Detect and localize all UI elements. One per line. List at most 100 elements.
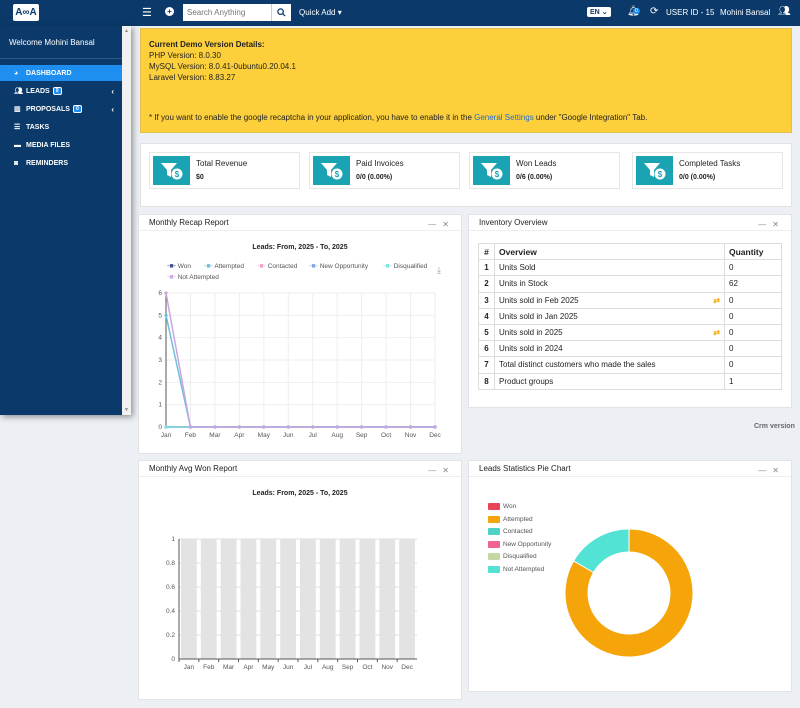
crm-version-text: Crm version bbox=[754, 423, 795, 430]
language-select[interactable]: EN ⌄ bbox=[587, 7, 611, 17]
legend-item[interactable]: Won bbox=[488, 503, 516, 510]
legend-item[interactable]: Attempted bbox=[488, 515, 533, 523]
row-number: 7 bbox=[478, 356, 495, 374]
legend-item[interactable]: -■- Won bbox=[167, 263, 191, 270]
users-icon[interactable]: 👥︎ bbox=[778, 6, 791, 17]
legend-item[interactable]: -■- Attempted bbox=[204, 263, 244, 270]
line-chart-legend: -■- Won -■- Attempted -■- Contacted -■- New… bbox=[139, 215, 463, 455]
stat-value: 0/6 (0.00%) bbox=[516, 174, 553, 181]
panel-header: Inventory Overview —✕ bbox=[469, 215, 791, 231]
data-point[interactable] bbox=[188, 425, 193, 429]
data-point[interactable] bbox=[213, 425, 217, 429]
bar[interactable] bbox=[260, 539, 277, 659]
bar[interactable] bbox=[181, 539, 197, 659]
sidebar-item-dashboard[interactable]: ◕ DASHBOARD bbox=[0, 65, 122, 81]
stat-card-completed-tasks[interactable]: $ Completed Tasks 0/0 (0.00%) bbox=[632, 152, 783, 189]
bar[interactable] bbox=[399, 539, 415, 659]
sidebar-scrollbar[interactable]: ▲ ▼ bbox=[122, 26, 131, 415]
menu-toggle-icon[interactable]: ☰ bbox=[142, 7, 152, 19]
stat-value: $0 bbox=[196, 174, 204, 181]
stat-label: Completed Tasks bbox=[679, 159, 741, 168]
row-label: Units sold in Jan 2025 bbox=[499, 311, 578, 321]
data-point[interactable] bbox=[164, 291, 168, 295]
data-point[interactable] bbox=[335, 425, 339, 429]
stat-card-paid-invoices[interactable]: $ Paid Invoices 0/0 (0.00%) bbox=[309, 152, 460, 189]
close-icon[interactable]: ✕ bbox=[442, 220, 455, 229]
row-quantity: 1 bbox=[724, 372, 782, 390]
bar[interactable] bbox=[379, 539, 396, 659]
sidebar-item-media-files[interactable]: ▬ MEDIA FILES bbox=[0, 137, 122, 153]
x-tick-label: Sep bbox=[342, 664, 354, 671]
close-icon[interactable]: ✕ bbox=[442, 466, 455, 475]
panel-title: Leads Statistics Pie Chart bbox=[479, 464, 571, 473]
row-quantity: 0 bbox=[724, 323, 782, 342]
chevron-left-icon: ‹ bbox=[111, 104, 114, 114]
user-name[interactable]: Mohini Bansal bbox=[720, 8, 771, 17]
row-quantity: 0 bbox=[724, 307, 782, 325]
stat-card-won-leads[interactable]: $ Won Leads 0/6 (0.00%) bbox=[469, 152, 620, 189]
scroll-down-icon[interactable]: ▼ bbox=[124, 407, 129, 413]
app-logo[interactable]: A∞A bbox=[13, 4, 39, 21]
search-input[interactable] bbox=[183, 4, 271, 21]
legend-item[interactable]: New Opportunity bbox=[488, 540, 551, 548]
sidebar-item-label: MEDIA FILES bbox=[26, 141, 71, 149]
bar[interactable] bbox=[319, 539, 336, 659]
swap-arrows-icon[interactable]: ⇄ bbox=[713, 295, 720, 305]
data-point[interactable] bbox=[262, 425, 266, 429]
minimize-icon[interactable]: — bbox=[758, 220, 773, 229]
add-circle-icon[interactable]: + bbox=[165, 7, 174, 16]
y-tick-label: 2 bbox=[158, 379, 162, 386]
legend-item[interactable]: -■- Disqualified bbox=[383, 263, 427, 270]
data-point[interactable] bbox=[408, 425, 413, 429]
legend-item[interactable]: Not Attempted bbox=[488, 565, 544, 573]
minimize-icon[interactable]: — bbox=[428, 466, 443, 475]
y-tick-label: 0.2 bbox=[166, 632, 175, 639]
minimize-icon[interactable]: — bbox=[428, 220, 443, 229]
quick-add-dropdown[interactable]: Quick Add ▾ bbox=[299, 8, 342, 17]
legend-label: Not Attempted bbox=[177, 274, 219, 281]
bar[interactable] bbox=[300, 539, 316, 659]
data-point[interactable] bbox=[433, 425, 437, 429]
data-point[interactable] bbox=[311, 425, 315, 429]
legend-item[interactable]: -■- Contacted bbox=[257, 263, 297, 270]
general-settings-link[interactable]: General Settings bbox=[474, 113, 534, 122]
sidebar-item-leads[interactable]: 👥︎ LEADS 0 ‹ bbox=[0, 83, 122, 99]
bar[interactable] bbox=[220, 539, 237, 659]
funnel-dollar-icon: $ bbox=[473, 156, 510, 185]
bar[interactable] bbox=[359, 539, 376, 659]
close-icon[interactable]: ✕ bbox=[772, 220, 785, 229]
data-point[interactable] bbox=[164, 313, 168, 317]
sidebar-item-tasks[interactable]: ☰ TASKS bbox=[0, 119, 122, 135]
data-point[interactable] bbox=[286, 425, 290, 429]
data-point[interactable] bbox=[360, 425, 364, 429]
sidebar-item-reminders[interactable]: ◙ REMINDERS bbox=[0, 155, 122, 171]
search-button[interactable] bbox=[271, 4, 291, 21]
demo-version-alert: Current Demo Version Details: PHP Versio… bbox=[140, 28, 792, 133]
download-icon[interactable]: ⤓ bbox=[437, 265, 441, 275]
scroll-up-icon[interactable]: ▲ bbox=[124, 28, 129, 34]
search-icon bbox=[277, 8, 286, 17]
table-row: 8 Product groups 1 bbox=[478, 372, 782, 390]
bar[interactable] bbox=[280, 539, 296, 659]
data-point[interactable] bbox=[164, 425, 168, 429]
stat-card-total-revenue[interactable]: $ Total Revenue $0 bbox=[149, 152, 300, 189]
swap-arrows-icon[interactable]: ⇄ bbox=[713, 328, 720, 338]
bar[interactable] bbox=[339, 539, 356, 659]
sidebar-item-proposals[interactable]: ▥ PROPOSALS 0 ‹ bbox=[0, 101, 122, 117]
legend-item[interactable]: -■- New Opportunity bbox=[309, 263, 368, 270]
table-row: 6 Units sold in 2024 0 bbox=[478, 340, 782, 358]
legend-label: Won bbox=[503, 503, 517, 511]
data-point[interactable] bbox=[237, 425, 241, 429]
bar[interactable] bbox=[240, 539, 257, 659]
legend-item[interactable]: -■- Not Attempted bbox=[167, 274, 219, 281]
sidebar-item-label: TASKS bbox=[26, 123, 50, 131]
data-point[interactable] bbox=[384, 425, 388, 429]
close-icon[interactable]: ✕ bbox=[772, 466, 785, 475]
bar[interactable] bbox=[200, 539, 217, 659]
mysql-version: MySQL Version: 8.0.41-0ubuntu0.20.04.1 bbox=[149, 62, 296, 71]
pie-slice[interactable] bbox=[564, 528, 694, 658]
refresh-icon[interactable]: ⟳ bbox=[650, 6, 659, 17]
legend-item[interactable]: Contacted bbox=[488, 528, 533, 535]
legend-item[interactable]: Disqualified bbox=[488, 553, 537, 560]
minimize-icon[interactable]: — bbox=[758, 466, 773, 475]
